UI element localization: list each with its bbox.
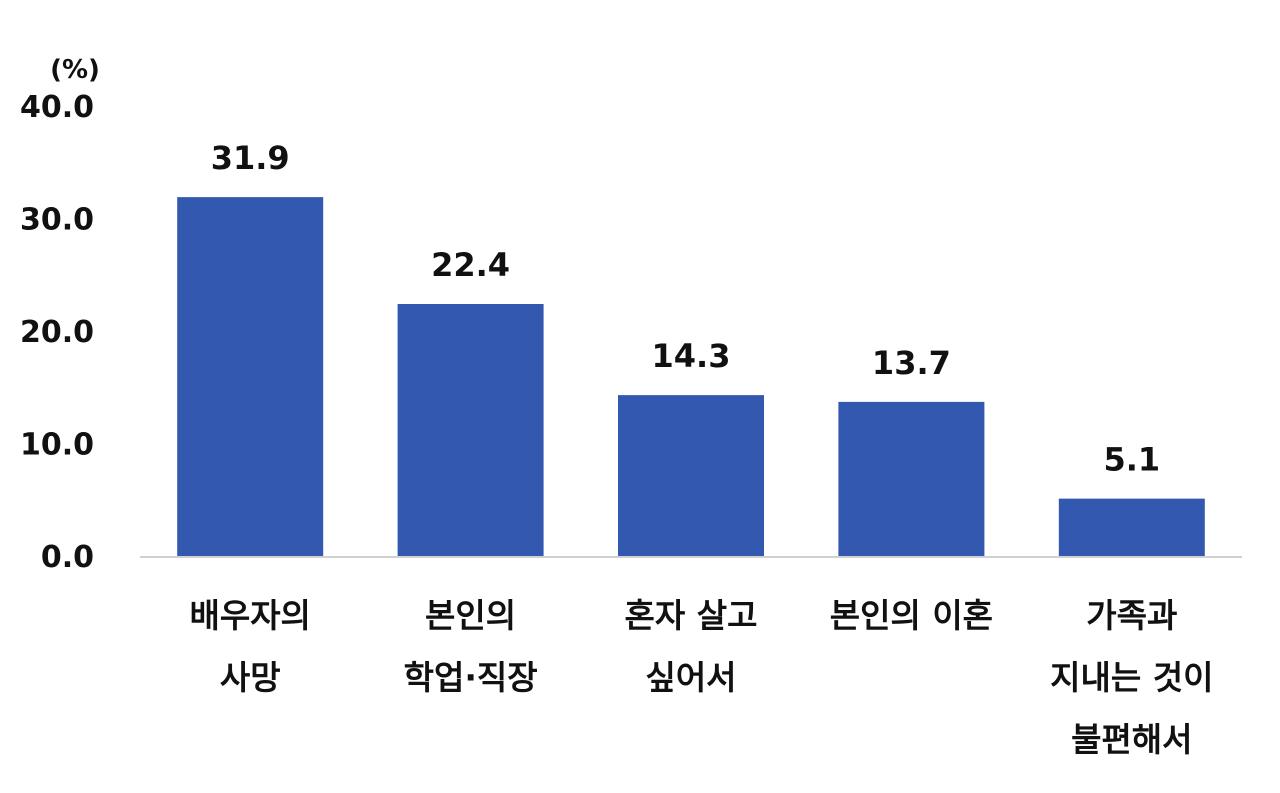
category-label: 본인의 이혼 [830,596,993,635]
y-tick-label: 40.0 [20,90,94,125]
data-value-label: 5.1 [1103,441,1160,479]
bars-group [177,197,1205,556]
y-tick-label: 10.0 [20,428,94,463]
category-label: 혼자 살고 [625,596,758,635]
value-labels-group: 31.9 22.4 14.3 13.7 5.1 [211,139,1160,479]
bar [1058,498,1205,556]
category-label: 사망 [220,658,281,697]
bar [177,197,324,556]
y-axis-ticks: 0.0 10.0 20.0 30.0 40.0 [20,90,94,575]
y-tick-label: 20.0 [20,315,94,350]
data-value-label: 13.7 [872,344,951,382]
category-label: 가족과 [1086,596,1177,635]
bar [397,304,544,556]
bar [838,401,985,556]
category-label: 불편해서 [1071,720,1192,759]
y-tick-label: 0.0 [41,540,94,575]
y-axis-unit-label: (%) [50,55,100,85]
category-label: 배우자의 [189,596,310,635]
data-value-label: 31.9 [211,139,290,177]
category-label: 본인의 [425,596,516,635]
y-tick-label: 30.0 [20,203,94,238]
category-label: 지내는 것이 [1050,658,1213,697]
category-label: 싶어서 [645,658,736,697]
bar [618,395,764,556]
data-value-label: 22.4 [431,246,510,284]
category-label: 학업·직장 [404,658,538,697]
data-value-label: 14.3 [652,337,731,375]
